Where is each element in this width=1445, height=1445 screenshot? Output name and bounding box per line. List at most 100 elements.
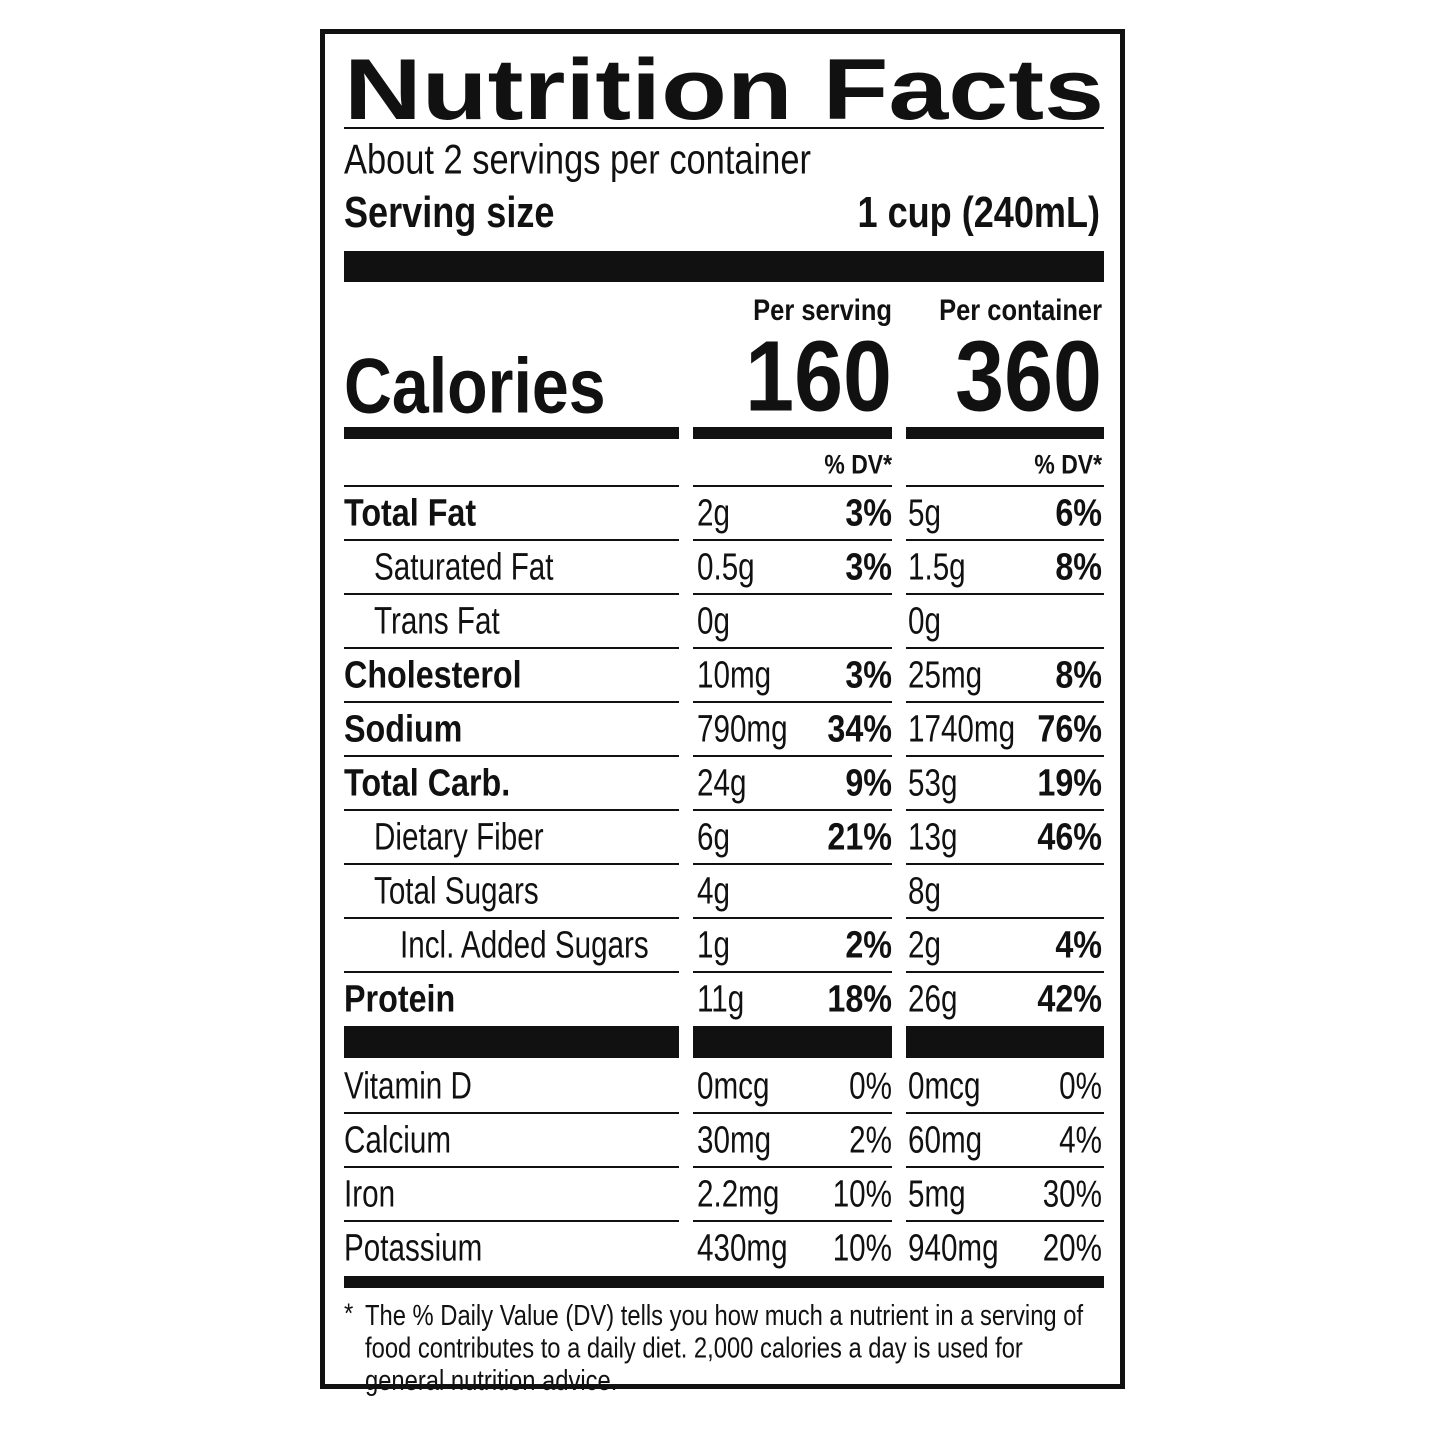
thick-bar: [344, 427, 679, 439]
amount: 0mcg: [908, 1065, 980, 1107]
rule: [693, 917, 892, 919]
daily-value: 9%: [845, 762, 892, 804]
amount: 1g: [697, 924, 730, 966]
nutrient-name: Saturated Fat: [374, 546, 554, 588]
daily-value: 4%: [1055, 924, 1102, 966]
nutrient-name: Sodium: [344, 708, 462, 750]
nutrient-name: Protein: [344, 978, 455, 1020]
rule: [906, 1166, 1104, 1168]
rule: [344, 127, 1104, 129]
dv-header: % DV*: [824, 450, 892, 480]
label-border: [320, 29, 1125, 1389]
rule: [693, 593, 892, 595]
rule: [906, 863, 1104, 865]
rule: [693, 1220, 892, 1222]
rule: [344, 539, 679, 541]
rule: [693, 539, 892, 541]
rule: [344, 647, 679, 649]
amount: 25mg: [908, 654, 982, 696]
daily-value: 0%: [849, 1065, 892, 1107]
title: Nutrition Facts: [344, 42, 1104, 138]
amount: 26g: [908, 978, 957, 1020]
daily-value: 3%: [845, 492, 892, 534]
amount: 8g: [908, 870, 941, 912]
nutrient-name: Trans Fat: [374, 600, 500, 642]
servings: About 2 servings per container: [344, 136, 811, 183]
amount: 0g: [697, 600, 730, 642]
amount: 2.2mg: [697, 1173, 779, 1215]
rule: [344, 917, 679, 919]
rule: [344, 593, 679, 595]
calories-value: 360: [955, 320, 1102, 431]
rule: [344, 701, 679, 703]
thick-bar: [693, 1026, 892, 1058]
amount: 2g: [908, 924, 941, 966]
nutrient-name: Cholesterol: [344, 654, 522, 696]
serving-size-label: Serving size: [344, 187, 554, 236]
nutrient-name: Total Carb.: [344, 762, 510, 804]
amount: 53g: [908, 762, 957, 804]
amount: 430mg: [697, 1227, 788, 1269]
amount: 4g: [697, 870, 730, 912]
nutrient-name: Iron: [344, 1173, 395, 1215]
daily-value: 8%: [1055, 654, 1102, 696]
rule: [344, 863, 679, 865]
rule: [906, 701, 1104, 703]
rule: [693, 1112, 892, 1114]
rule: [906, 971, 1104, 973]
amount: 5g: [908, 492, 941, 534]
amount: 0g: [908, 600, 941, 642]
footnote-line: general nutrition advice.: [365, 1364, 617, 1397]
rule: [693, 701, 892, 703]
rule: [906, 917, 1104, 919]
daily-value: 76%: [1037, 708, 1102, 750]
footnote-line: The % Daily Value (DV) tells you how muc…: [365, 1299, 1084, 1332]
amount: 790mg: [697, 708, 788, 750]
thick-bar: [344, 1026, 679, 1058]
amount: 24g: [697, 762, 746, 804]
nutrient-name: Potassium: [344, 1227, 482, 1269]
rule: [693, 755, 892, 757]
nutrient-name: Calcium: [344, 1119, 451, 1161]
nutrient-name: Vitamin D: [344, 1065, 472, 1107]
daily-value: 3%: [845, 654, 892, 696]
amount: 11g: [697, 978, 744, 1020]
serving-size-value: 1 cup (240mL): [857, 187, 1100, 236]
rule: [906, 755, 1104, 757]
rule: [693, 809, 892, 811]
daily-value: 20%: [1043, 1227, 1102, 1269]
rule: [344, 1166, 679, 1168]
rule: [906, 593, 1104, 595]
daily-value: 4%: [1059, 1119, 1102, 1161]
daily-value: 2%: [845, 924, 892, 966]
rule: [693, 1166, 892, 1168]
nutrient-name: Total Sugars: [374, 870, 539, 912]
rule: [693, 647, 892, 649]
amount: 6g: [697, 816, 730, 858]
footnote-line: food contributes to a daily diet. 2,000 …: [365, 1331, 1023, 1364]
daily-value: 3%: [845, 546, 892, 588]
thick-bar: [344, 251, 1104, 282]
thick-bar: [344, 1276, 1104, 1288]
column-header: Per container: [939, 293, 1102, 326]
thick-bar: [693, 427, 892, 439]
daily-value: 34%: [827, 708, 892, 750]
rule: [344, 1112, 679, 1114]
daily-value: 19%: [1037, 762, 1102, 804]
amount: 13g: [908, 816, 957, 858]
rule: [906, 809, 1104, 811]
daily-value: 10%: [833, 1173, 892, 1215]
nutrient-name: Incl. Added Sugars: [400, 924, 649, 966]
amount: 0mcg: [697, 1065, 769, 1107]
nutrient-name: Dietary Fiber: [374, 816, 544, 858]
daily-value: 6%: [1055, 492, 1102, 534]
daily-value: 0%: [1059, 1065, 1102, 1107]
column-header: Per serving: [753, 293, 892, 326]
thick-bar: [906, 427, 1104, 439]
daily-value: 10%: [833, 1227, 892, 1269]
calories-label: Calories: [344, 342, 606, 429]
rule: [693, 863, 892, 865]
amount: 1740mg: [908, 708, 1015, 750]
daily-value: 21%: [827, 816, 892, 858]
